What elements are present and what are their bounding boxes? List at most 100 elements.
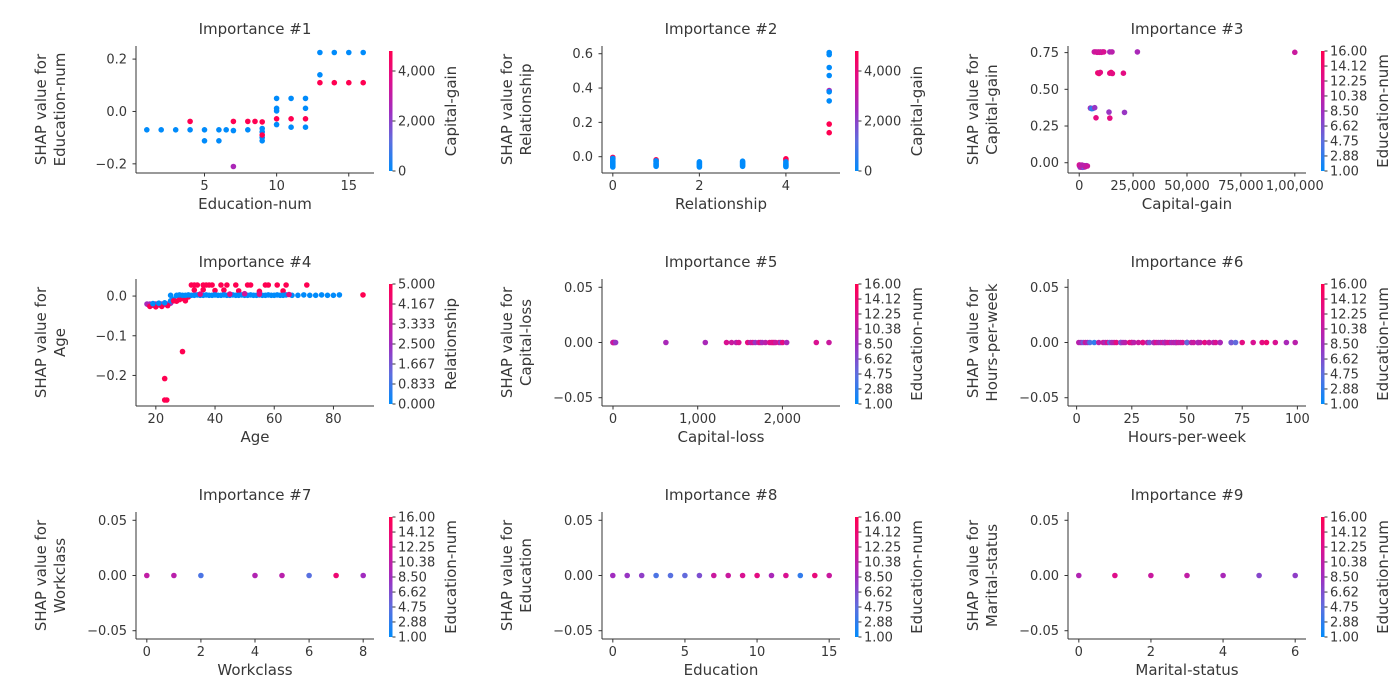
data-point — [1134, 49, 1141, 55]
data-point — [241, 290, 248, 297]
y-axis-label-line: SHAP value for — [964, 286, 982, 398]
data-point — [813, 339, 820, 346]
data-point — [247, 282, 254, 288]
colorbar-tick-label: 12.25 — [1330, 541, 1367, 556]
data-point — [1121, 109, 1128, 116]
subplot-7: Importance #7 −0.05 0.00 0.05 0 2 4 6 8 Workclass… — [0, 466, 466, 700]
data-point — [304, 282, 310, 288]
colorbar-tick-label: 12.25 — [1330, 75, 1367, 90]
x-axis-label: Age — [240, 428, 269, 446]
y-tick-label: −0.05 — [553, 391, 593, 406]
x-tick-label: 8 — [359, 645, 367, 660]
subplot-title: Importance #1 — [199, 20, 312, 38]
x-axis-label: Hours-per-week — [1128, 428, 1246, 446]
data-point — [224, 282, 230, 288]
colorbar-tick-label: 10.38 — [1330, 89, 1367, 104]
colorbar-tick-label: 0.833 — [398, 378, 435, 393]
data-point — [288, 124, 294, 130]
data-point — [739, 163, 746, 170]
subplot-2-points — [610, 49, 832, 170]
subplot-title: Importance #3 — [1131, 20, 1244, 38]
data-point — [783, 572, 789, 579]
colorbar-tick-label: 2,000 — [864, 115, 901, 130]
colorbar — [855, 51, 859, 171]
data-point — [161, 300, 168, 306]
x-tick-label: 0 — [1075, 179, 1083, 194]
data-point — [346, 79, 352, 86]
colorbar-tick-label: 4.75 — [1330, 368, 1359, 383]
y-axis-label-line: SHAP value for — [498, 286, 516, 398]
data-point — [667, 572, 674, 579]
colorbar-label: Education-num — [1374, 287, 1392, 401]
colorbar-label: Education-num — [908, 287, 926, 401]
data-point — [768, 572, 775, 579]
x-tick-label: 1,000 — [679, 412, 716, 427]
colorbar-tick-label: 6.62 — [864, 586, 893, 601]
x-tick-label: 1,00,000 — [1266, 179, 1324, 194]
y-tick-label: 0.05 — [1030, 281, 1059, 296]
y-tick-label: 0.00 — [1030, 156, 1059, 171]
x-tick-label: 2,000 — [764, 412, 801, 427]
data-point — [610, 572, 616, 579]
x-tick-label: 2 — [695, 179, 703, 194]
data-point — [179, 348, 186, 355]
data-point — [288, 95, 294, 102]
data-point — [230, 118, 237, 125]
data-point — [1184, 572, 1190, 579]
subplot-2-canvas: Importance #2 0.0 0.2 0.4 0.6 0 2 4 Relationship… — [498, 20, 926, 213]
data-point — [187, 118, 193, 125]
data-point — [324, 292, 331, 299]
data-point — [826, 339, 832, 346]
data-point — [1201, 339, 1208, 346]
colorbar — [389, 284, 393, 404]
data-point — [150, 300, 156, 307]
data-point — [172, 127, 179, 133]
data-point — [1272, 339, 1279, 346]
y-tick-label: 0.0 — [106, 290, 127, 305]
colorbar-tick-label: 8.50 — [864, 571, 893, 586]
colorbar-tick-label: 6.62 — [1330, 120, 1359, 135]
data-point — [1106, 109, 1112, 115]
y-axis-label-line: Capital-loss — [517, 299, 535, 386]
data-point — [212, 287, 218, 294]
x-tick-label: 50,000 — [1164, 179, 1210, 194]
colorbar-tick-label: 10.38 — [864, 322, 901, 337]
data-point — [273, 108, 280, 114]
data-point — [259, 132, 266, 138]
x-tick-label: 5 — [681, 645, 689, 660]
y-tick-label: −0.05 — [1019, 391, 1059, 406]
data-point — [317, 79, 323, 86]
x-tick-label: 4 — [1219, 645, 1227, 660]
x-tick-label: 0 — [609, 645, 617, 660]
subplot-1-points — [144, 49, 367, 170]
data-point — [158, 127, 164, 133]
colorbar-tick-label: 4.167 — [398, 297, 435, 312]
y-tick-label: 0.05 — [98, 514, 127, 529]
x-tick-label: 0 — [143, 645, 151, 660]
y-tick-label: 0.2 — [106, 53, 127, 68]
colorbar-label: Education-num — [1374, 54, 1392, 168]
data-point — [826, 129, 832, 136]
colorbar-tick-label: 12.25 — [864, 541, 901, 556]
y-tick-label: 0.00 — [1030, 569, 1059, 584]
colorbar-tick-label: 2.88 — [864, 615, 893, 630]
data-point — [245, 118, 251, 125]
subplot-4-points — [144, 282, 366, 403]
y-axis-label-line: Hours-per-week — [983, 283, 1001, 401]
data-point — [783, 339, 790, 346]
data-point — [739, 572, 746, 579]
data-point — [725, 572, 731, 579]
x-tick-label: 6 — [305, 645, 313, 660]
data-point — [256, 291, 263, 297]
colorbar-tick-label: 10.38 — [1330, 322, 1367, 337]
colorbar-tick-label: 8.50 — [1330, 338, 1359, 353]
data-point — [252, 118, 258, 125]
data-point — [259, 119, 266, 125]
data-point — [1197, 339, 1203, 346]
colorbar-label: Education-num — [442, 520, 460, 634]
data-point — [302, 116, 309, 122]
colorbar-tick-label: 14.12 — [1330, 60, 1367, 75]
x-axis-label: Marital-status — [1135, 661, 1238, 679]
data-point — [1148, 572, 1154, 579]
y-tick-label: 0.0 — [106, 105, 127, 120]
